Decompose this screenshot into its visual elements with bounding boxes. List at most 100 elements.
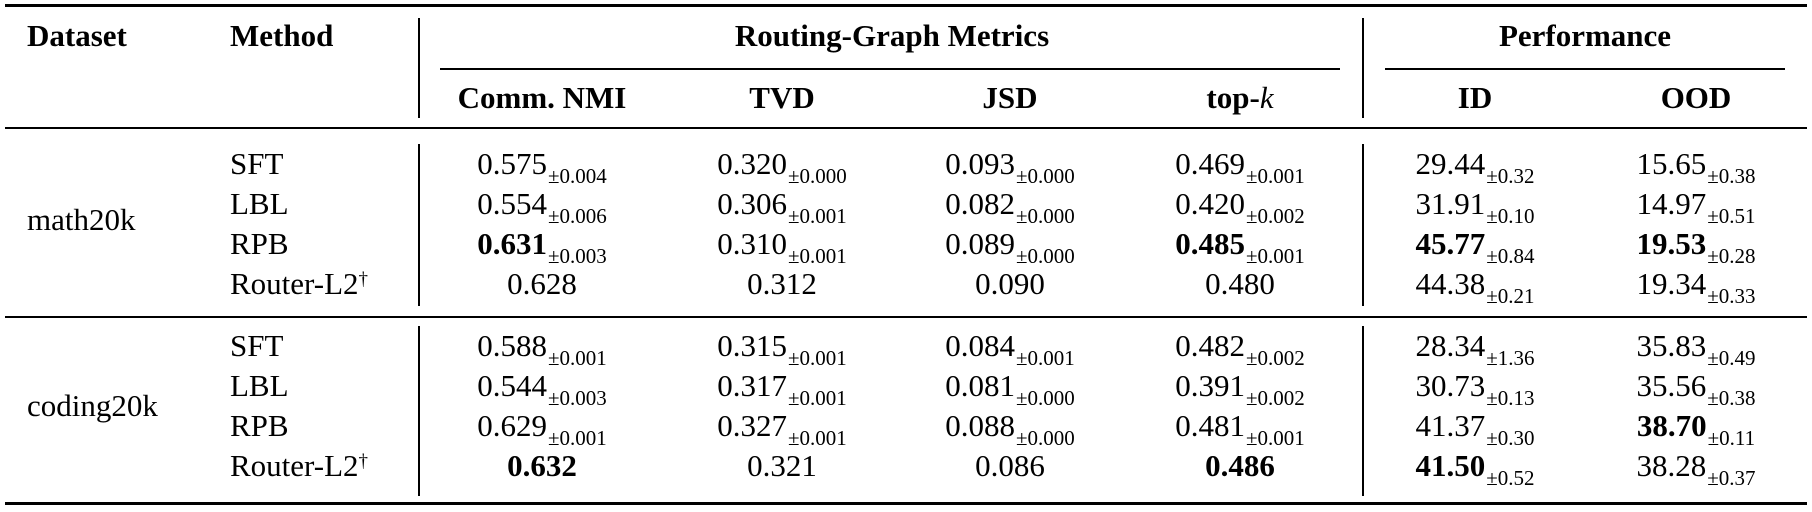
method-cell: SFT: [230, 326, 283, 366]
value-mean: 0.469: [1175, 146, 1245, 181]
value-std: ±0.006: [547, 204, 607, 228]
value-cell: 0.628: [507, 264, 577, 304]
value-std: ±0.001: [1245, 426, 1305, 450]
col-header-comm-nmi: Comm. NMI: [457, 80, 627, 115]
value-mean: 19.53: [1636, 226, 1707, 261]
value-mean: 0.629: [477, 408, 547, 443]
value-std: ±0.38: [1707, 164, 1756, 188]
value-cell: 35.56±0.38: [1636, 366, 1755, 410]
value-mean: 0.082: [945, 186, 1015, 221]
group-header-routing: Routing-Graph Metrics: [734, 18, 1050, 53]
value-std: ±0.11: [1707, 426, 1756, 450]
value-cell: 0.086: [975, 446, 1045, 486]
value-cell: 38.28±0.37: [1636, 446, 1755, 490]
value-mean: 28.34: [1415, 328, 1486, 363]
value-mean: 41.37: [1415, 408, 1486, 443]
value-cell: 44.38±0.21: [1415, 264, 1535, 308]
value-mean: 0.081: [945, 368, 1015, 403]
value-cell: 0.084±0.001: [945, 326, 1075, 370]
value-std: ±0.001: [1245, 244, 1305, 268]
value-std: ±0.002: [1245, 204, 1305, 228]
value-mean: 35.56: [1636, 368, 1707, 403]
value-mean: 41.50: [1415, 448, 1486, 483]
value-mean: 0.391: [1175, 368, 1245, 403]
value-std: ±0.49: [1707, 346, 1756, 370]
value-mean: 45.77: [1415, 226, 1486, 261]
vsep-coding-left: [418, 326, 420, 496]
value-std: ±0.000: [1015, 204, 1075, 228]
value-std: ±0.21: [1486, 284, 1535, 308]
value-mean: 0.306: [717, 186, 787, 221]
value-std: ±0.001: [787, 386, 847, 410]
value-std: ±0.002: [1245, 346, 1305, 370]
value-mean: 0.482: [1175, 328, 1245, 363]
value-cell: 14.97±0.51: [1636, 184, 1755, 228]
method-label: Router-L2: [230, 448, 359, 483]
value-cell: 0.321: [747, 446, 817, 486]
topk-label-k: k: [1259, 80, 1274, 115]
value-std: ±0.001: [547, 346, 607, 370]
value-mean: 31.91: [1415, 186, 1486, 221]
value-cell: 0.554±0.006: [477, 184, 607, 228]
value-cell: 0.485±0.001: [1175, 224, 1305, 268]
value-std: ±0.000: [1015, 386, 1075, 410]
value-mean: 0.480: [1205, 266, 1275, 301]
value-std: ±0.84: [1486, 244, 1535, 268]
value-std: ±0.33: [1707, 284, 1756, 308]
value-mean: 29.44: [1415, 146, 1486, 181]
value-cell: 0.320±0.000: [717, 144, 847, 188]
performance-group-underline: [1385, 68, 1785, 70]
vsep-coding-right: [1362, 326, 1364, 496]
value-mean: 14.97: [1636, 186, 1707, 221]
value-cell: 0.575±0.004: [477, 144, 607, 188]
value-cell: 0.082±0.000: [945, 184, 1075, 228]
value-std: ±0.003: [547, 244, 607, 268]
value-std: ±0.52: [1486, 466, 1535, 490]
value-cell: 0.632: [507, 446, 577, 486]
value-cell: 0.081±0.000: [945, 366, 1075, 410]
value-std: ±0.004: [547, 164, 607, 188]
group-header-performance: Performance: [1498, 18, 1672, 53]
value-mean: 38.28: [1636, 448, 1707, 483]
value-cell: 45.77±0.84: [1415, 224, 1535, 268]
value-cell: 0.544±0.003: [477, 366, 607, 410]
value-cell: 0.088±0.000: [945, 406, 1075, 450]
value-cell: 35.83±0.49: [1636, 326, 1756, 370]
method-label: RPB: [230, 226, 289, 261]
value-cell: 30.73±0.13: [1415, 366, 1534, 410]
method-cell: RPB: [230, 224, 289, 264]
value-cell: 0.481±0.001: [1175, 406, 1305, 450]
value-mean: 0.089: [945, 226, 1015, 261]
value-mean: 0.310: [717, 226, 787, 261]
value-cell: 0.480: [1205, 264, 1275, 304]
value-cell: 0.482±0.002: [1175, 326, 1305, 370]
value-mean: 0.485: [1175, 226, 1245, 261]
value-cell: 0.327±0.001: [717, 406, 847, 450]
col-header-method: Method: [230, 18, 334, 53]
dataset-label-coding20k: coding20k: [27, 388, 158, 423]
value-cell: 41.37±0.30: [1415, 406, 1534, 450]
routing-group-underline: [440, 68, 1340, 70]
method-cell: RPB: [230, 406, 289, 446]
value-cell: 0.486: [1205, 446, 1275, 486]
value-std: ±0.001: [787, 244, 847, 268]
value-mean: 0.632: [507, 448, 577, 483]
method-cell: Router-L2†: [230, 446, 368, 486]
value-cell: 0.631±0.003: [477, 224, 607, 268]
value-std: ±1.36: [1486, 346, 1535, 370]
value-cell: 0.310±0.001: [717, 224, 847, 268]
value-mean: 19.34: [1636, 266, 1707, 301]
value-cell: 41.50±0.52: [1415, 446, 1535, 490]
value-std: ±0.001: [787, 204, 847, 228]
vsep-header-right: [1362, 18, 1364, 118]
col-header-topk: top-k: [1206, 78, 1273, 118]
value-std: ±0.32: [1486, 164, 1535, 188]
value-cell: 29.44±0.32: [1415, 144, 1535, 188]
value-cell: 0.469±0.001: [1175, 144, 1305, 188]
value-cell: 0.317±0.001: [717, 366, 847, 410]
bottom-rule: [5, 502, 1807, 505]
value-mean: 0.315: [717, 328, 787, 363]
value-cell: 0.629±0.001: [477, 406, 607, 450]
vsep-math-right: [1362, 144, 1364, 306]
col-header-id: ID: [1457, 80, 1493, 115]
